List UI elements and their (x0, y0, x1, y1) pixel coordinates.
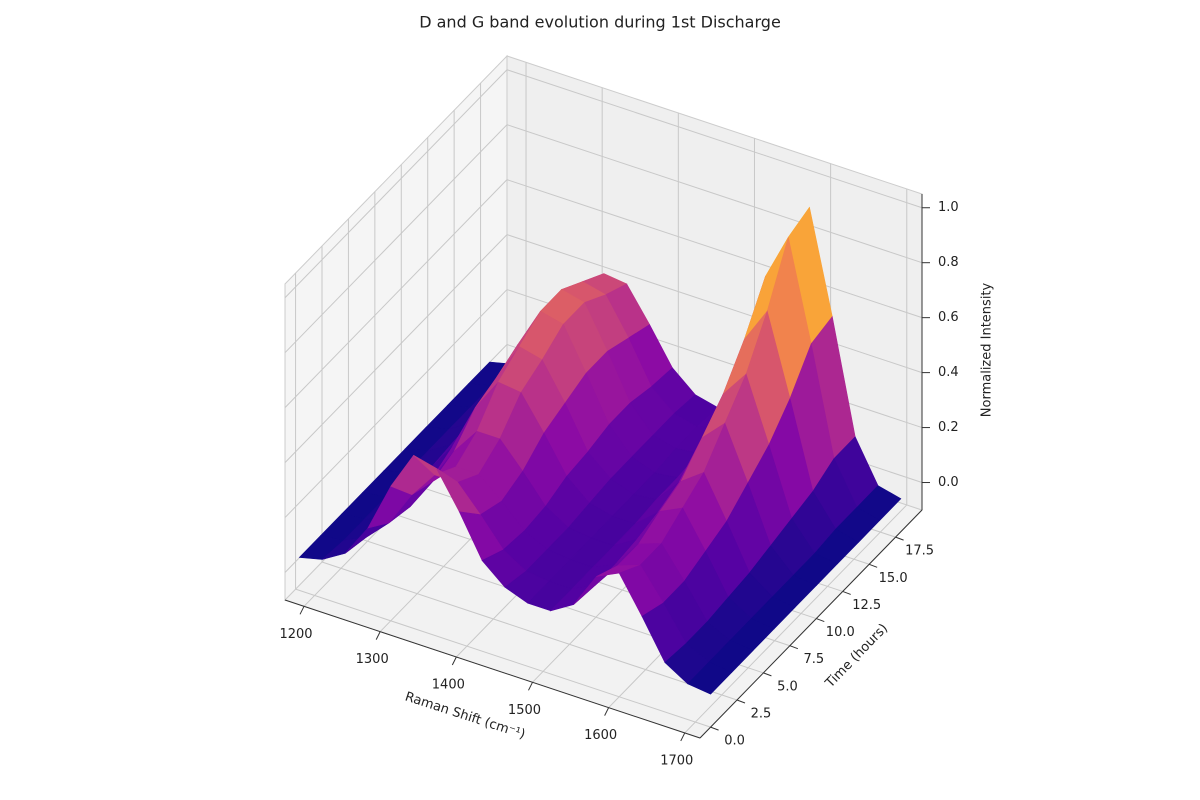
tick-mark (451, 656, 457, 666)
grid-line (295, 588, 711, 728)
y-tick-label: 0.0 (724, 734, 745, 749)
y-tick-label: 5.0 (777, 679, 798, 694)
tick-mark (868, 563, 878, 568)
grid-line (284, 69, 508, 299)
tick-mark (375, 631, 381, 640)
grid-line (506, 69, 923, 209)
tick-mark (710, 726, 719, 731)
grid-line (506, 234, 923, 374)
tick-mark (736, 699, 746, 704)
grid-line (506, 124, 923, 264)
y-axis-line (699, 509, 923, 739)
tick-mark (895, 536, 904, 541)
z-tick-label: 0.2 (938, 420, 959, 435)
tick-mark (528, 682, 533, 691)
z-tick-label: 0.0 (938, 475, 959, 490)
tick-mark (680, 732, 686, 742)
y-tick-label: 12.5 (852, 598, 881, 613)
tick-mark (763, 672, 772, 677)
surface-patch (687, 661, 733, 695)
x-tick-label: 1700 (660, 753, 693, 768)
grid-line (284, 234, 508, 463)
x-tick-label: 1400 (432, 677, 465, 692)
x-axis-line (284, 599, 701, 739)
chart-title: D and G band evolution during 1st Discha… (419, 13, 781, 32)
grid-line (321, 561, 738, 701)
z-tick-label: 1.0 (938, 200, 959, 215)
tick-mark (789, 645, 799, 650)
tick-mark (842, 590, 851, 595)
z-tick-label: 0.6 (938, 310, 959, 325)
grid-line (284, 289, 508, 518)
y-tick-label: 7.5 (804, 652, 825, 667)
y-tick-label: 15.0 (879, 571, 908, 586)
z-tick-label: 0.8 (938, 255, 959, 270)
tick-mark (604, 707, 610, 716)
x-tick-label: 1500 (508, 703, 541, 718)
y-tick-label: 10.0 (826, 625, 855, 640)
grid-line (506, 179, 923, 319)
tick-mark (816, 618, 825, 623)
x-tick-label: 1200 (279, 627, 312, 642)
x-tick-label: 1300 (356, 652, 389, 667)
y-tick-label: 17.5 (905, 544, 934, 559)
grid-line (284, 124, 508, 354)
grid-line (284, 179, 508, 409)
y-tick-label: 2.5 (751, 707, 772, 722)
x-tick-label: 1600 (584, 728, 617, 743)
z-axis-label: Normalized Intensity (980, 282, 995, 417)
tick-mark (299, 606, 305, 615)
z-tick-label: 0.4 (938, 365, 959, 380)
